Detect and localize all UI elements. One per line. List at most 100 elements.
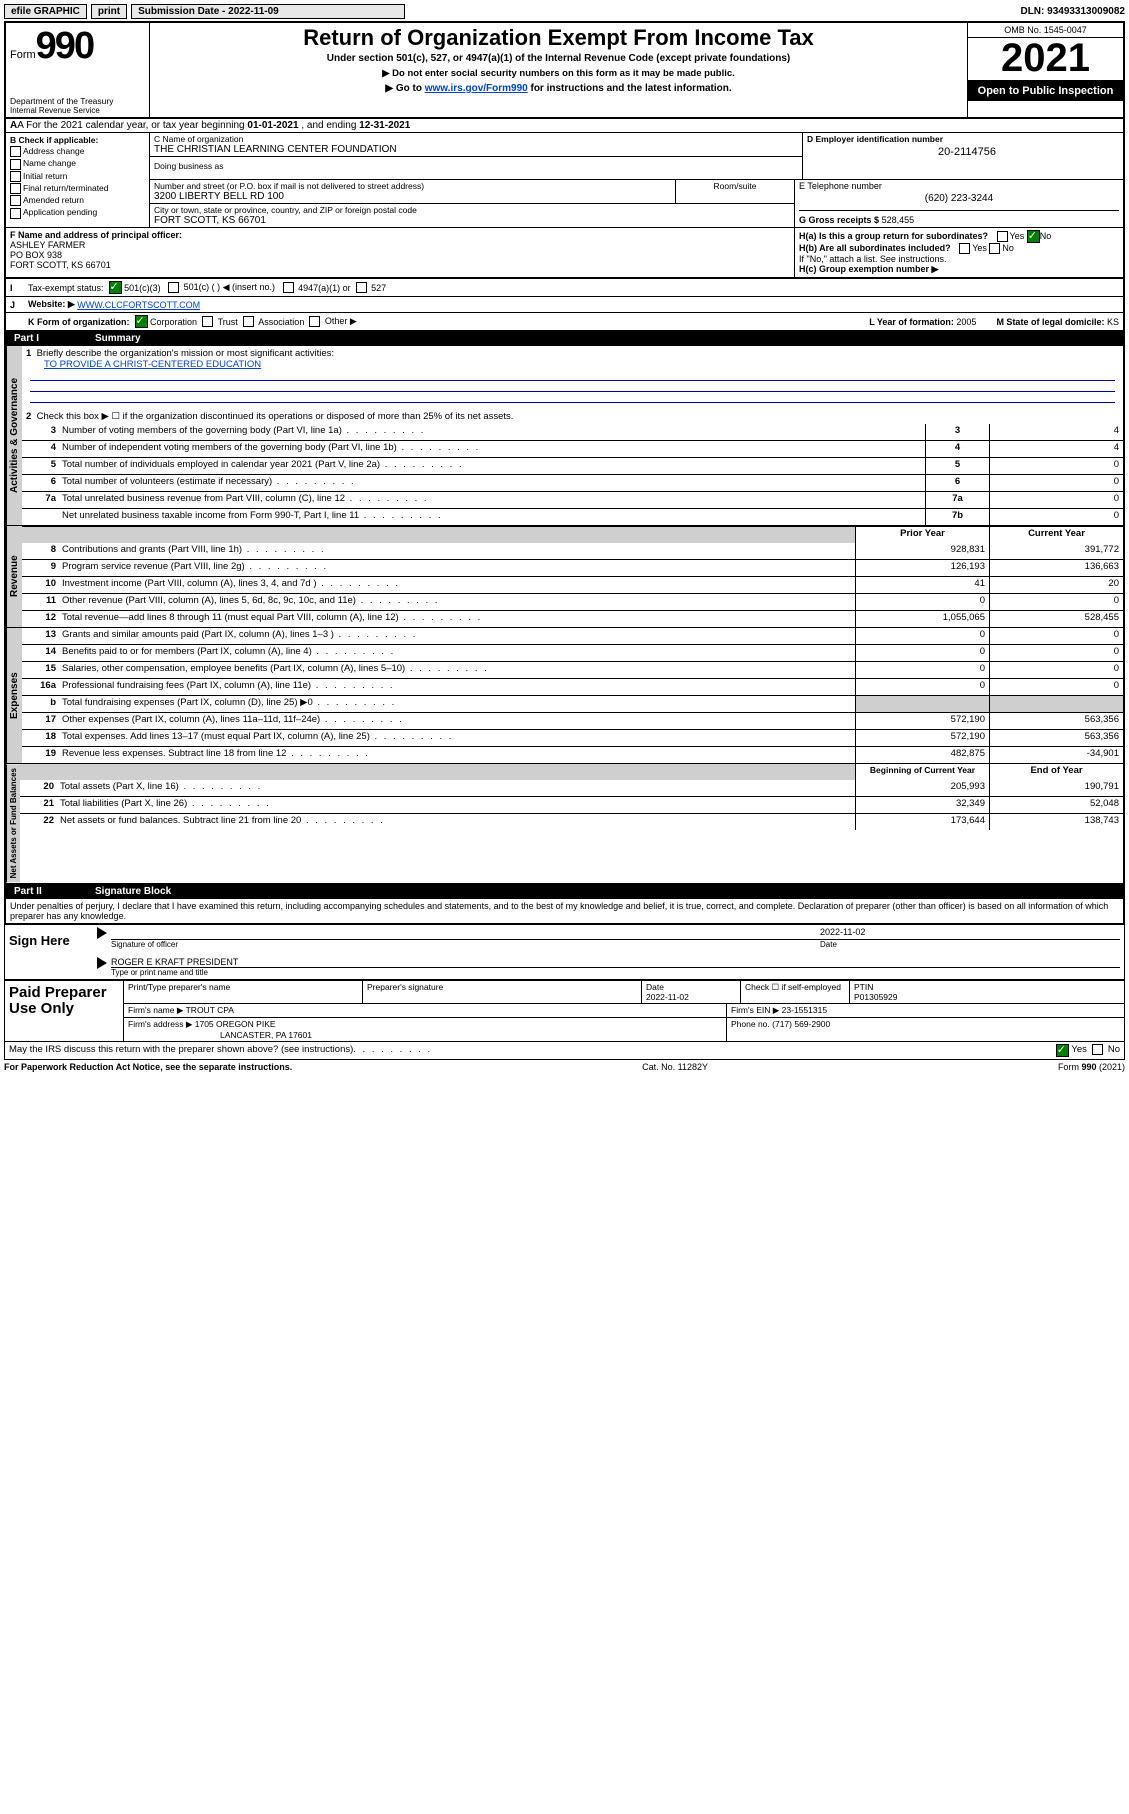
firm-lbl: Firm's name ▶ [128,1005,183,1015]
chk-line[interactable]: Name change [10,158,145,169]
b-title: B Check if applicable: [10,135,145,145]
chk-corp[interactable] [135,315,148,328]
tab-governance: Activities & Governance [6,346,22,525]
f-lbl: F Name and address of principal officer: [10,230,790,240]
data-row: 10Investment income (Part VIII, column (… [22,576,1123,593]
dept-treasury: Department of the Treasury [10,96,145,106]
hdr-beg: Beginning of Current Year [855,764,989,780]
sign-here: Sign Here [5,925,93,979]
paid-preparer-section: Paid Preparer Use Only Print/Type prepar… [4,980,1125,1042]
website-link[interactable]: WWW.CLCFORTSCOTT.COM [77,300,200,310]
form-subtitle-2: ▶ Do not enter social security numbers o… [156,68,961,79]
data-row: 5Total number of individuals employed in… [22,457,1123,474]
paid-h4: Check ☐ if self-employed [745,982,841,992]
efile-btn[interactable]: efile GRAPHIC [4,4,87,19]
i-o2: 501(c) ( ) ◀ (insert no.) [184,282,275,293]
data-row: 18Total expenses. Add lines 13–17 (must … [22,729,1123,746]
paid-h1: Print/Type preparer's name [128,982,230,992]
chk-501c[interactable] [168,282,179,293]
faddr-lbl: Firm's address ▶ [128,1019,192,1029]
footer-l: For Paperwork Reduction Act Notice, see … [4,1062,292,1072]
chk-trust[interactable] [202,316,213,327]
firm-addr2: LANCASTER, PA 17601 [220,1030,312,1040]
data-row: 8Contributions and grants (Part VIII, li… [22,543,1123,559]
instructions-link[interactable]: www.irs.gov/Form990 [425,83,528,94]
h-note: If "No," attach a list. See instructions… [799,254,1119,264]
exp-section: Expenses 13Grants and similar amounts pa… [6,628,1123,764]
data-row: 11Other revenue (Part VIII, column (A), … [22,593,1123,610]
topbar: efile GRAPHIC print Submission Date - 20… [4,4,1125,19]
city: FORT SCOTT, KS 66701 [154,215,790,226]
sig-officer-lbl: Signature of officer [111,940,820,949]
header-center: Return of Organization Exempt From Incom… [150,23,967,117]
data-row: 15Salaries, other compensation, employee… [22,661,1123,678]
chk-line[interactable]: Initial return [10,171,145,182]
form-subtitle-3: ▶ Go to www.irs.gov/Form990 for instruct… [156,83,961,94]
c-name-lbl: C Name of organization [154,134,798,144]
section-fg: F Name and address of principal officer:… [6,228,1123,278]
header-left: Form990 Department of the Treasury Inter… [6,23,150,117]
hdr-curr: Current Year [989,527,1123,543]
m-lbl: M State of legal domicile: [996,317,1104,327]
chk-other[interactable] [309,316,320,327]
may-no: No [1108,1044,1120,1057]
e-lbl: E Telephone number [799,181,1119,191]
form-title: Return of Organization Exempt From Incom… [156,25,961,51]
sig-date-lbl: Date [820,940,1120,949]
chk-may-yes[interactable] [1056,1044,1069,1057]
firm-name: TROUT CPA [186,1005,234,1015]
k-o2: Trust [218,317,238,327]
part-i-num: Part I [6,331,87,346]
hb-lbl: H(b) Are all subordinates included? [799,243,951,253]
chk-line[interactable]: Final return/terminated [10,183,145,194]
j-lbl: Website: ▶ [28,299,75,310]
g-lbl: G Gross receipts $ [799,215,879,225]
hc-lbl: H(c) Group exemption number ▶ [799,264,938,274]
i-o4: 527 [371,283,386,293]
mission-link[interactable]: TO PROVIDE A CHRIST-CENTERED EDUCATION [44,359,261,370]
chk-assoc[interactable] [243,316,254,327]
data-row: 9Program service revenue (Part VIII, lin… [22,559,1123,576]
data-row: 13Grants and similar amounts paid (Part … [22,628,1123,644]
may-discuss: May the IRS discuss this return with the… [4,1042,1125,1060]
paid-h5: PTIN [854,982,873,992]
data-row: 20Total assets (Part X, line 16)205,9931… [20,780,1123,796]
chk-line[interactable]: Amended return [10,195,145,206]
firm-addr1: 1705 OREGON PIKE [195,1019,276,1029]
chk-527[interactable] [356,282,367,293]
ha-lbl: H(a) Is this a group return for subordin… [799,231,988,241]
tab-balances: Net Assets or Fund Balances [6,764,20,882]
chk-may-no[interactable] [1092,1044,1103,1055]
chk-line[interactable]: Address change [10,146,145,157]
sig-arrow-icon-2 [97,957,107,969]
sign-here-section: Sign Here 2022-11-02 Signature of office… [4,925,1125,980]
ein: 20-2114756 [807,146,1127,158]
hdr-end: End of Year [989,764,1123,780]
data-row: 19Revenue less expenses. Subtract line 1… [22,746,1123,763]
submission-date: Submission Date - 2022-11-09 [131,4,405,19]
k-o4: Other ▶ [325,316,357,327]
chk-line[interactable]: Application pending [10,207,145,218]
k-o1: Corporation [150,317,197,327]
gross-receipts: 528,455 [882,215,915,225]
h-col: H(a) Is this a group return for subordin… [795,228,1123,277]
k-lbl: K Form of organization: [28,317,130,327]
section-bc: B Check if applicable: Address changeNam… [6,133,1123,228]
data-row: 17Other expenses (Part IX, column (A), l… [22,712,1123,729]
l-val: 2005 [956,317,976,327]
footer-r: Form 990 (2021) [1058,1062,1125,1072]
footer: For Paperwork Reduction Act Notice, see … [4,1060,1125,1074]
ein-lbl: Firm's EIN ▶ [731,1005,779,1015]
f-col: F Name and address of principal officer:… [6,228,795,277]
form-word: Form [10,49,36,61]
data-row: 7aTotal unrelated business revenue from … [22,491,1123,508]
chk-4947[interactable] [283,282,294,293]
part-ii-num: Part II [6,884,87,899]
irs-label: Internal Revenue Service [10,106,145,115]
tax-year: 2021 [968,38,1123,81]
print-btn[interactable]: print [91,4,127,19]
addr-lbl: Number and street (or P.O. box if mail i… [154,181,671,191]
chk-501c3[interactable] [109,281,122,294]
org-name: THE CHRISTIAN LEARNING CENTER FOUNDATION [154,144,798,155]
phone: (620) 223-3244 [799,193,1119,204]
